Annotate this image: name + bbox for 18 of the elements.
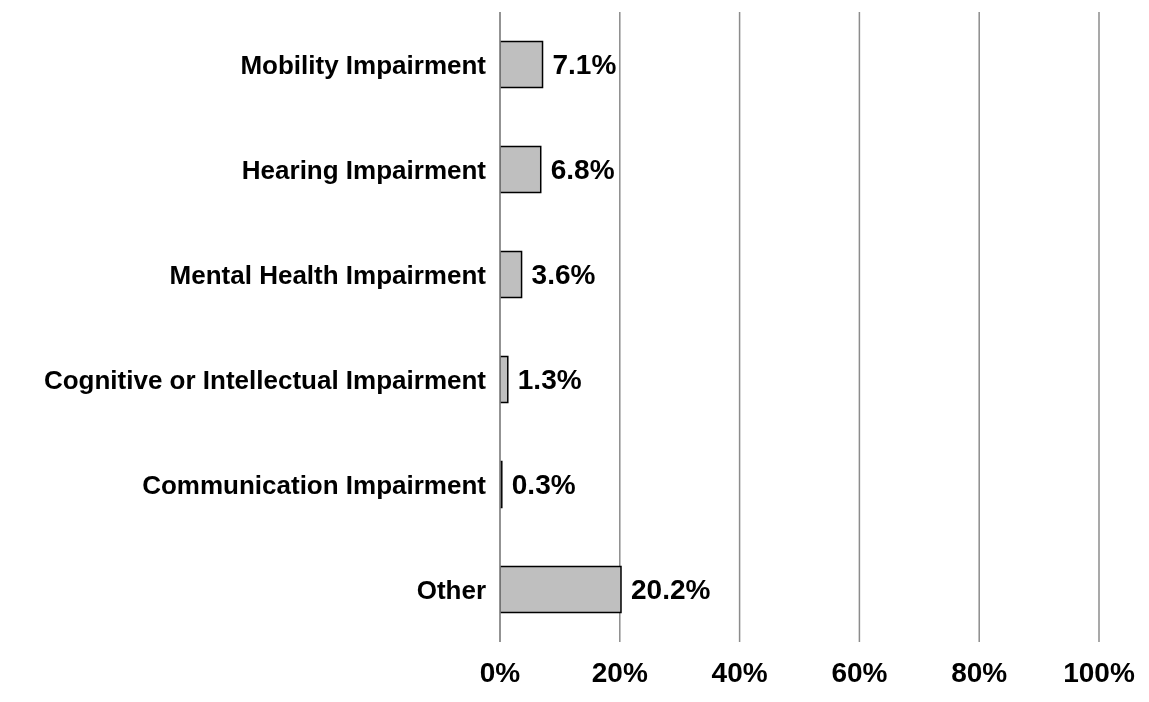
data-label: 7.1% — [552, 49, 617, 81]
y-tick-label: Hearing Impairment — [241, 154, 487, 185]
x-tick-label: 60% — [831, 656, 888, 688]
y-tick-label: Mental Health Impairment — [169, 259, 487, 290]
data-label: 1.3% — [517, 364, 582, 396]
y-tick-label: Cognitive or Intellectual Impairment — [43, 364, 487, 395]
data-label: 0.3% — [511, 469, 576, 501]
x-tick-label: 40% — [711, 656, 768, 688]
x-tick-label: 100% — [1063, 656, 1135, 688]
data-label: 3.6% — [531, 259, 596, 291]
y-tick-label: Communication Impairment — [142, 469, 487, 500]
x-tick-label: 20% — [591, 656, 648, 688]
x-tick-label: 80% — [951, 656, 1008, 688]
x-tick-label: 0% — [479, 656, 521, 688]
y-tick-label: Mobility Impairment — [240, 49, 487, 80]
data-label: 20.2% — [631, 574, 711, 606]
data-label: 6.8% — [550, 154, 615, 186]
y-tick-label: Other — [416, 574, 486, 605]
